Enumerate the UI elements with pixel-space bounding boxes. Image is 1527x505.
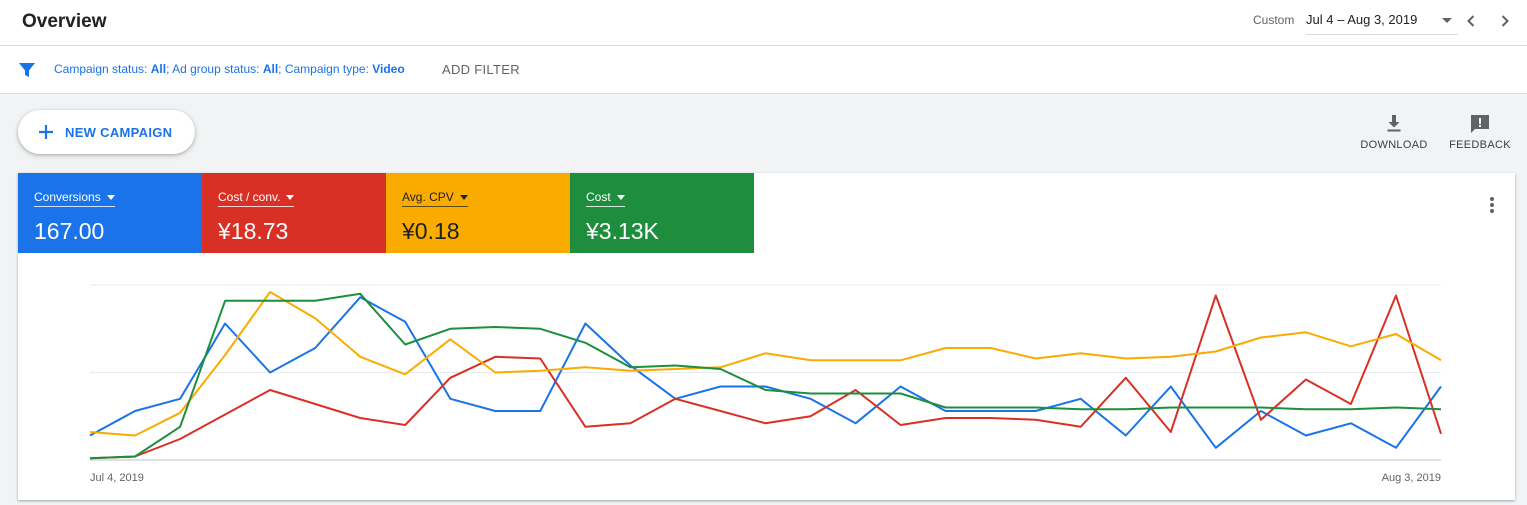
chevron-right-icon xyxy=(1501,15,1509,27)
metric-selector[interactable]: Cost / conv. xyxy=(218,190,295,207)
active-filters[interactable]: Campaign status: All; Ad group status: A… xyxy=(54,62,405,76)
feedback-icon xyxy=(1471,115,1489,133)
filter-campaign-type: Campaign type: Video xyxy=(284,62,405,76)
metric-tile-cost-per-conversion[interactable]: Cost / conv. ¥18.73 xyxy=(202,173,386,253)
dropdown-caret-icon xyxy=(459,194,468,200)
metric-value: ¥0.18 xyxy=(402,218,460,244)
metric-value: ¥3.13K xyxy=(586,218,659,244)
feedback-button[interactable]: FEEDBACK xyxy=(1444,113,1516,157)
date-range-select[interactable]: Jul 4 – Aug 3, 2019 xyxy=(1306,8,1458,35)
previous-period-button[interactable] xyxy=(1461,10,1481,32)
dropdown-caret-icon xyxy=(286,194,295,200)
metric-selector[interactable]: Conversions xyxy=(34,190,115,207)
top-bar: Overview Custom Jul 4 – Aug 3, 2019 xyxy=(0,0,1527,46)
performance-chart-card: Conversions 167.00 Cost / conv. ¥18.73 A… xyxy=(18,173,1515,500)
metric-tile-cost[interactable]: Cost ¥3.13K xyxy=(570,173,754,253)
date-range-label: Custom xyxy=(1253,13,1295,27)
date-range-value: Jul 4 – Aug 3, 2019 xyxy=(1306,12,1418,27)
filter-campaign-status: Campaign status: All; xyxy=(54,62,173,76)
download-icon xyxy=(1387,115,1401,132)
page-title: Overview xyxy=(22,11,107,32)
series-line-avg-cpv xyxy=(89,291,1442,437)
metric-value: ¥18.73 xyxy=(218,218,289,244)
plus-icon xyxy=(39,125,53,139)
feedback-label: FEEDBACK xyxy=(1449,139,1511,151)
series-line-cost-conv xyxy=(89,294,1442,460)
chart-series xyxy=(89,291,1442,460)
metric-tile-conversions[interactable]: Conversions 167.00 xyxy=(18,173,202,253)
new-campaign-label: NEW CAMPAIGN xyxy=(65,125,173,140)
metric-selector[interactable]: Cost xyxy=(586,190,625,207)
metric-value: 167.00 xyxy=(34,218,105,244)
x-axis-end-label: Aug 3, 2019 xyxy=(1382,472,1441,484)
chevron-down-icon xyxy=(1442,18,1452,23)
chart-gridlines xyxy=(90,284,1441,461)
filter-ad-group-status: Ad group status: All; xyxy=(172,62,285,76)
download-button[interactable]: DOWNLOAD xyxy=(1354,113,1434,157)
add-filter-button[interactable]: ADD FILTER xyxy=(442,62,520,77)
filter-icon[interactable] xyxy=(18,61,36,79)
filter-bar: Campaign status: All; Ad group status: A… xyxy=(0,46,1527,94)
line-chart: Jul 4, 2019 Aug 3, 2019 xyxy=(89,284,1442,484)
more-vert-icon[interactable] xyxy=(1484,195,1500,215)
x-axis-start-label: Jul 4, 2019 xyxy=(90,472,144,484)
series-line-cost xyxy=(89,292,1442,460)
series-line-conversions xyxy=(89,296,1442,449)
dropdown-caret-icon xyxy=(106,194,115,200)
next-period-button[interactable] xyxy=(1495,10,1515,32)
new-campaign-button[interactable]: NEW CAMPAIGN xyxy=(18,110,195,154)
chevron-left-icon xyxy=(1467,15,1475,27)
metric-tile-avg-cpv[interactable]: Avg. CPV ¥0.18 xyxy=(386,173,570,253)
dropdown-caret-icon xyxy=(616,194,625,200)
metric-selector[interactable]: Avg. CPV xyxy=(402,190,468,207)
download-label: DOWNLOAD xyxy=(1360,139,1428,151)
